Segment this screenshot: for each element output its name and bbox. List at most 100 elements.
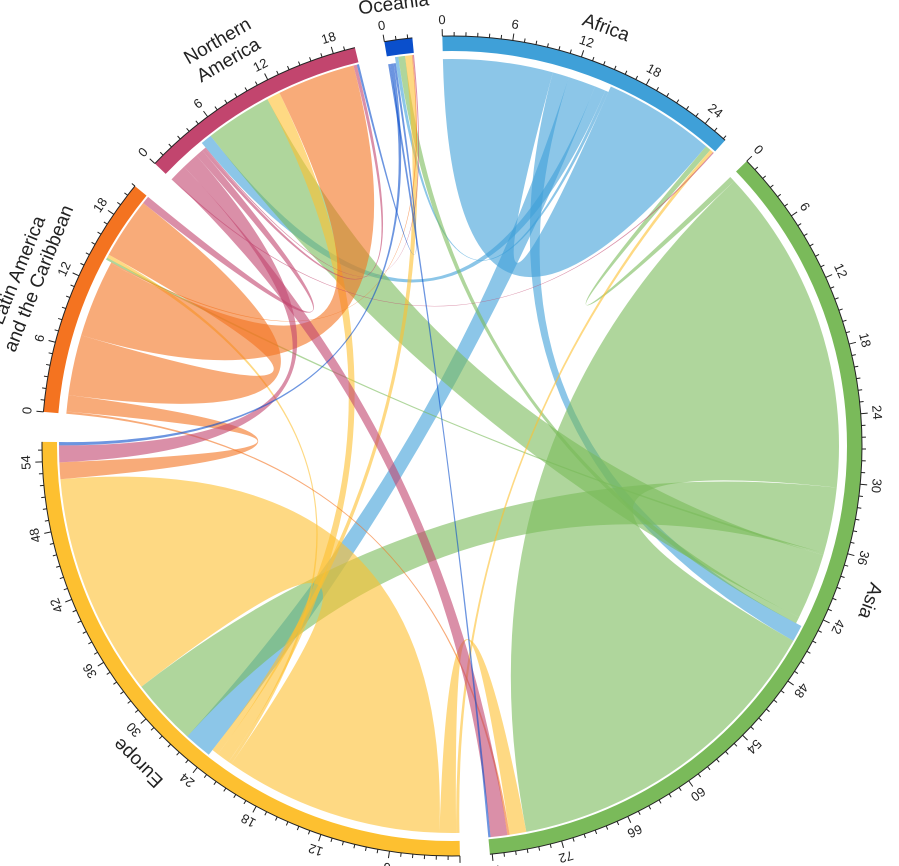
axis-tick bbox=[624, 70, 628, 75]
tick-label: 6 bbox=[511, 16, 520, 32]
axis-tick bbox=[307, 830, 311, 835]
axis-tick bbox=[840, 575, 845, 579]
axis-tick bbox=[658, 799, 662, 804]
axis-tick bbox=[855, 518, 860, 521]
axis-tick bbox=[605, 825, 609, 830]
axis-tick bbox=[72, 272, 80, 277]
axis-tick bbox=[195, 120, 199, 125]
axis-tick bbox=[120, 691, 124, 695]
axis-line bbox=[384, 37, 413, 43]
axis-tick bbox=[213, 781, 217, 785]
axis-tick bbox=[176, 751, 180, 756]
axis-tick bbox=[149, 158, 156, 164]
axis-tick bbox=[353, 844, 356, 849]
axis-tick bbox=[203, 774, 208, 779]
sector-arc-northern-america bbox=[154, 47, 359, 174]
axis-tick bbox=[592, 56, 595, 62]
tick-label: 18 bbox=[319, 28, 337, 47]
axis-tick bbox=[847, 553, 855, 557]
axis-tick bbox=[186, 127, 190, 132]
tick-label: 12 bbox=[54, 259, 74, 278]
axis-tick bbox=[127, 700, 132, 704]
axis-tick bbox=[797, 223, 802, 227]
axis-line bbox=[489, 160, 863, 855]
axis-tick bbox=[364, 846, 367, 851]
axis-tick bbox=[512, 33, 515, 41]
axis-tick bbox=[107, 209, 115, 215]
chord-asia-to-europe bbox=[141, 481, 837, 737]
axis-tick bbox=[812, 640, 817, 644]
tick-label: 24 bbox=[705, 100, 726, 121]
sector-arc-africa bbox=[442, 35, 726, 152]
axis-tick bbox=[159, 151, 164, 156]
tick-label: 18 bbox=[238, 811, 258, 831]
axis-tick bbox=[44, 519, 49, 522]
axis-tick bbox=[56, 565, 61, 568]
axis-tick bbox=[697, 773, 702, 778]
axis-tick bbox=[97, 661, 104, 667]
axis-tick bbox=[243, 800, 247, 805]
axis-tick bbox=[791, 211, 798, 217]
axis-tick bbox=[648, 805, 652, 810]
axis-tick bbox=[750, 726, 755, 730]
axis-tick bbox=[858, 389, 863, 391]
axis-tick bbox=[224, 99, 228, 104]
axis-tick bbox=[44, 531, 52, 534]
axis-tick bbox=[88, 641, 93, 645]
axis-tick bbox=[233, 794, 237, 799]
tick-label: 24 bbox=[869, 405, 885, 421]
axis-tick bbox=[298, 61, 301, 66]
sector-label-oceania: Oceania bbox=[357, 0, 430, 19]
axis-tick bbox=[678, 787, 682, 792]
axis-tick bbox=[36, 410, 44, 413]
axis-tick bbox=[46, 363, 51, 366]
chord-africa-to-africa bbox=[442, 59, 707, 278]
tick-label: 0 bbox=[377, 17, 387, 33]
axis-tick bbox=[150, 727, 155, 731]
tick-label: 0 bbox=[438, 12, 446, 27]
axis-tick bbox=[106, 671, 111, 675]
axis-tick bbox=[777, 193, 782, 198]
tick-label: 12 bbox=[577, 32, 595, 51]
axis-tick bbox=[309, 57, 312, 62]
axis-tick bbox=[823, 619, 830, 624]
tick-label: 0 bbox=[456, 865, 464, 866]
chord-asia-to-asia bbox=[510, 181, 839, 832]
axis-tick bbox=[827, 608, 832, 612]
axis-tick bbox=[264, 73, 269, 80]
axis-tick bbox=[526, 848, 529, 854]
axis-tick bbox=[296, 826, 300, 831]
axis-tick bbox=[382, 34, 385, 42]
axis-tick bbox=[203, 110, 209, 118]
axis-tick bbox=[48, 340, 56, 343]
axis-tick bbox=[784, 203, 789, 207]
axis-tick bbox=[167, 743, 171, 748]
axis-tick bbox=[754, 166, 759, 171]
axis-tick bbox=[77, 620, 82, 624]
axis-tick bbox=[688, 780, 694, 787]
axis-tick bbox=[580, 50, 585, 58]
axis-tick bbox=[287, 65, 290, 70]
axis-tick bbox=[758, 717, 763, 722]
chord-latin-america-and-the-caribbean-to-europe bbox=[59, 394, 259, 480]
axis-tick bbox=[113, 681, 118, 685]
axis-tick bbox=[85, 252, 90, 256]
axis-tick bbox=[838, 308, 843, 311]
tick-label: 30 bbox=[868, 478, 884, 494]
tick-label: 6 bbox=[382, 860, 391, 866]
axis-line bbox=[154, 47, 356, 164]
axis-tick bbox=[773, 699, 778, 703]
tick-label: 0 bbox=[135, 144, 151, 160]
chord-oceania-to-northern-america bbox=[356, 63, 417, 255]
axis-tick bbox=[820, 264, 825, 268]
axis-tick bbox=[80, 262, 85, 266]
axis-line bbox=[41, 441, 460, 857]
axis-tick bbox=[572, 837, 575, 842]
axis-tick bbox=[538, 846, 541, 851]
axis-tick bbox=[860, 412, 868, 415]
chord-northern-america-to-latin-america-and-the-caribbean bbox=[143, 150, 314, 313]
axis-tick bbox=[264, 811, 268, 816]
axis-tick bbox=[746, 155, 753, 162]
axis-tick bbox=[124, 192, 128, 196]
axis-tick bbox=[569, 49, 572, 54]
